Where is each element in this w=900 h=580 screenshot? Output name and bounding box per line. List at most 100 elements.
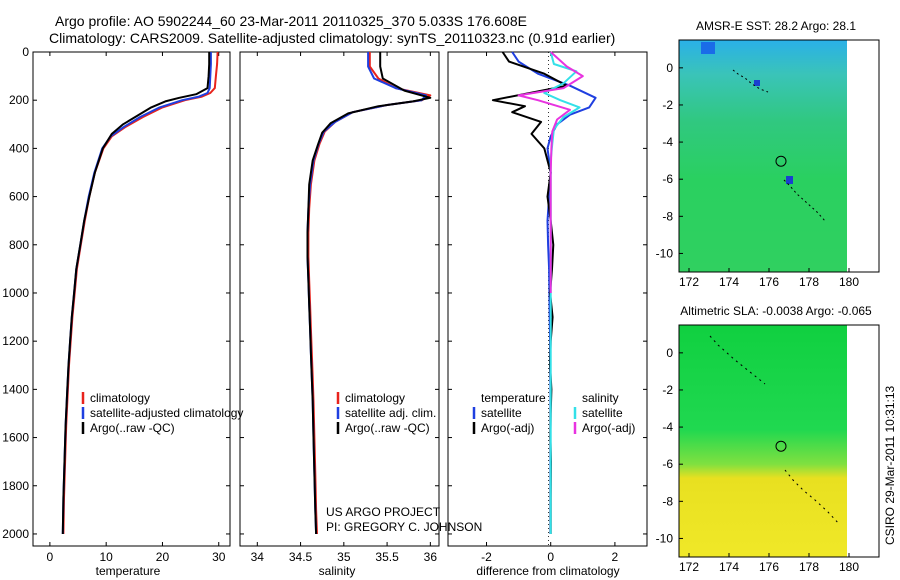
sla-axes-ticks: 172 174 176 178 180 0 -2 -4 -6 -8 -10: [656, 346, 860, 574]
project-annotation: US ARGO PROJECT: [326, 505, 441, 519]
sla-coast-marks: [709, 335, 841, 526]
legend-climatology: climatology: [345, 391, 405, 405]
y-tick-label: -10: [656, 531, 674, 545]
x-tick-label: -2: [481, 550, 492, 564]
y-tick-label: -4: [662, 420, 673, 434]
x-tick-label: 180: [839, 275, 859, 289]
y-tick-label: 200: [9, 93, 29, 107]
series-line: [306, 52, 432, 535]
legend-sal-argo: Argo(-adj): [582, 421, 635, 435]
sst-axes-box: [678, 39, 880, 273]
depth-axis: 0 200 400 600 800 1000 1200 1400 1600 1800 2000: [2, 45, 230, 541]
x-tick-label: 172: [679, 275, 699, 289]
legend-argo: Argo(..raw -QC): [90, 421, 175, 435]
sst-coast-marks: [701, 42, 827, 223]
x-tick-label: 172: [679, 560, 699, 574]
salinity-axes-box: [239, 51, 440, 547]
difference-axes-box: [447, 51, 648, 547]
x-tick-label: 0: [547, 550, 554, 564]
x-tick-label: 35: [337, 550, 351, 564]
sst-warm-patch: [701, 42, 715, 54]
sst-islands: [783, 179, 827, 223]
temperature-legend: climatology satellite-adjusted climatolo…: [81, 391, 243, 435]
x-tick-label: 34: [251, 550, 265, 564]
x-tick-label: 35.5: [375, 550, 399, 564]
legend-satellite-adjusted: satellite-adjusted climatology: [90, 406, 243, 420]
y-tick-label: 1800: [2, 479, 29, 493]
salinity-panel: 34 34.5 35 35.5 36 salinity climatology sate…: [239, 51, 482, 578]
y-tick-label: 1200: [2, 334, 29, 348]
x-tick-label: 2: [612, 550, 619, 564]
series-line: [61, 52, 212, 535]
x-tick-label: 174: [719, 275, 739, 289]
legend-satellite-adj: satellite adj. clim.: [345, 406, 436, 420]
temperature-x-axis: 0 10 20 30: [47, 52, 226, 564]
y-tick-label: 600: [9, 190, 29, 204]
legend-climatology: climatology: [90, 391, 150, 405]
x-tick-label: 10: [99, 550, 113, 564]
y-tick-label: 0: [666, 346, 673, 360]
header-line-2: Climatology: CARS2009. Satellite-adjuste…: [49, 30, 615, 46]
difference-lines: [491, 51, 597, 534]
legend-sal-satellite: satellite: [582, 406, 623, 420]
sla-field: [679, 325, 847, 557]
sla-axes-box: [678, 324, 880, 558]
salinity-y-ticks: [240, 51, 439, 535]
series-line: [61, 52, 211, 535]
y-tick-label: -6: [662, 457, 673, 471]
sst-field: [679, 40, 847, 272]
y-tick-label: -8: [662, 209, 673, 223]
y-tick-label: 400: [9, 141, 29, 155]
x-tick-label: 20: [156, 550, 170, 564]
series-line: [306, 52, 427, 535]
salinity-x-axis: 34 34.5 35 35.5 36: [251, 52, 438, 564]
legend-argo: Argo(..raw -QC): [345, 421, 430, 435]
legend-temp-argo: Argo(-adj): [481, 421, 534, 435]
sst-axes-ticks: 172 174 176 178 180 0 -2 -4 -6 -8 -10: [656, 61, 860, 289]
y-tick-label: 0: [666, 61, 673, 75]
legend-temp-satellite: satellite: [481, 406, 522, 420]
legend-temperature-title: temperature: [481, 391, 546, 405]
series-line: [517, 51, 584, 293]
sla-islands: [709, 335, 766, 385]
x-tick-label: 178: [799, 275, 819, 289]
difference-xlabel: difference from climatology: [476, 564, 619, 578]
y-tick-label: 1600: [2, 431, 29, 445]
sst-islands: [732, 69, 769, 93]
header-line-1: Argo profile: AO 5902244_60 23-Mar-2011 …: [55, 13, 527, 29]
temperature-lines: [61, 51, 219, 535]
salinity-legend: climatology satellite adj. clim. Argo(..…: [336, 391, 436, 435]
y-tick-label: 2000: [2, 527, 29, 541]
y-tick-label: -2: [662, 98, 673, 112]
difference-legend: temperature satellite Argo(-adj) salinit…: [472, 391, 635, 435]
x-tick-label: 178: [799, 560, 819, 574]
sst-island-patch: [786, 176, 793, 184]
x-tick-label: 176: [759, 560, 779, 574]
difference-panel: -2 0 2 difference from climatology tempera…: [447, 51, 648, 578]
csiro-timestamp: CSIRO 29-Mar-2011 10:31:13: [883, 385, 897, 545]
salinity-lines: [306, 52, 432, 535]
x-tick-label: 34.5: [289, 550, 313, 564]
sla-float-marker: [775, 440, 787, 452]
x-tick-label: 30: [212, 550, 226, 564]
y-tick-label: 1400: [2, 382, 29, 396]
salinity-xlabel: salinity: [319, 564, 356, 578]
legend-salinity-title: salinity: [582, 391, 619, 405]
sst-island-patch: [754, 80, 760, 86]
x-tick-label: 0: [47, 550, 54, 564]
sst-float-marker: [775, 155, 787, 167]
temperature-xlabel: temperature: [96, 564, 161, 578]
y-tick-label: 0: [22, 45, 29, 59]
x-tick-label: 174: [719, 560, 739, 574]
x-tick-label: 36: [424, 550, 438, 564]
series-line: [511, 51, 597, 534]
y-tick-label: 800: [9, 238, 29, 252]
pi-annotation: PI: GREGORY C. JOHNSON: [326, 520, 482, 534]
y-tick-label: -2: [662, 383, 673, 397]
y-tick-label: -6: [662, 172, 673, 186]
y-tick-label: -4: [662, 135, 673, 149]
series-line: [307, 52, 432, 535]
y-tick-label: 1000: [2, 286, 29, 300]
y-tick-label: -10: [656, 246, 674, 260]
